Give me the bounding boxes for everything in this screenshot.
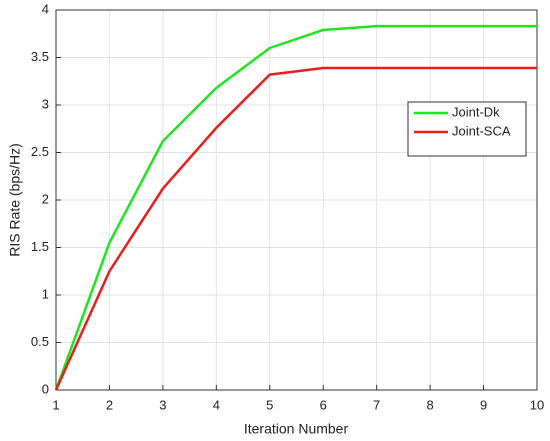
legend-box	[407, 101, 527, 157]
plot-frame	[55, 9, 538, 391]
y-tick-label: 0	[42, 381, 49, 396]
x-tick-label: 6	[320, 397, 327, 412]
x-tick-label: 3	[159, 397, 166, 412]
x-tick-label: 2	[106, 397, 113, 412]
x-tick-label: 5	[266, 397, 273, 412]
x-tick-label: 1	[52, 397, 59, 412]
x-axis-label: Iteration Number	[244, 421, 349, 437]
y-tick-label: 2.5	[31, 144, 49, 159]
x-tick-label: 4	[213, 397, 220, 412]
y-tick-label: 1.5	[31, 239, 49, 254]
line-series	[54, 24, 537, 391]
x-tick-label: 9	[480, 397, 487, 412]
y-tick-label: 2	[42, 191, 49, 206]
line-series	[54, 66, 537, 391]
y-tick-label: 0.5	[31, 334, 49, 349]
y-tick-label: 1	[42, 286, 49, 301]
y-tick-label: 3	[42, 96, 49, 111]
y-tick-label: 3.5	[31, 49, 49, 64]
x-tick-label: 10	[530, 397, 544, 412]
x-tick-label: 7	[373, 397, 380, 412]
y-tick-label: 4	[42, 1, 49, 16]
legend-label: Joint-SCA	[452, 123, 511, 138]
x-tick-label: 8	[426, 397, 433, 412]
y-axis-label: RIS Rate (bps/Hz)	[7, 143, 23, 257]
legend-label: Joint-Dk	[452, 104, 500, 119]
